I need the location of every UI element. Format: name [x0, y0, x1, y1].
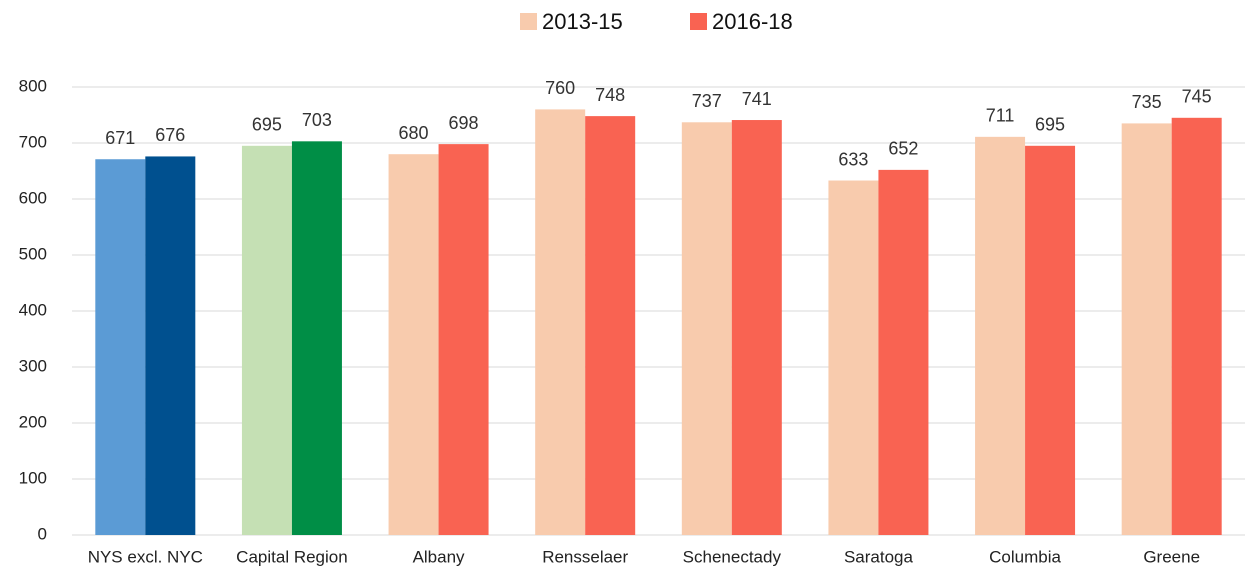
bar — [975, 136, 1026, 535]
bar — [388, 154, 439, 535]
bar — [681, 122, 732, 535]
y-tick-label: 400 — [19, 300, 47, 319]
y-tick-label: 300 — [19, 356, 47, 375]
data-label: 737 — [692, 91, 722, 111]
data-label: 745 — [1182, 87, 1212, 107]
legend-label: 2016-18 — [712, 9, 793, 34]
x-tick-label: Saratoga — [844, 547, 914, 566]
bar — [731, 120, 782, 535]
bar — [1171, 117, 1222, 536]
data-label: 652 — [888, 139, 918, 159]
data-label: 741 — [742, 89, 772, 109]
bar — [585, 116, 636, 536]
data-label: 735 — [1132, 92, 1162, 112]
data-label: 671 — [105, 128, 135, 148]
x-tick-label: Greene — [1143, 547, 1200, 566]
x-tick-label: Rensselaer — [542, 547, 628, 566]
data-label: 633 — [838, 149, 868, 169]
bar — [878, 169, 929, 535]
bar — [438, 144, 489, 535]
x-tick-label: Columbia — [989, 547, 1061, 566]
y-tick-label: 800 — [19, 76, 47, 95]
y-tick-label: 500 — [19, 244, 47, 263]
data-label: 698 — [449, 113, 479, 133]
y-tick-label: 700 — [19, 132, 47, 151]
y-tick-label: 600 — [19, 188, 47, 207]
bar — [1025, 145, 1076, 536]
data-label: 695 — [1035, 115, 1065, 135]
data-label: 711 — [986, 106, 1015, 126]
bar — [145, 156, 196, 535]
x-tick-label: NYS excl. NYC — [88, 547, 203, 566]
bar — [1121, 123, 1172, 536]
data-label: 695 — [252, 115, 282, 135]
legend-swatch — [520, 13, 537, 30]
data-label: 676 — [155, 125, 185, 145]
legend-swatch — [690, 13, 707, 30]
data-label: 703 — [302, 110, 332, 130]
data-label: 760 — [545, 78, 575, 98]
bar — [241, 145, 292, 536]
x-tick-label: Albany — [413, 547, 465, 566]
data-label: 680 — [399, 123, 429, 143]
bar — [291, 141, 342, 535]
bar — [535, 109, 586, 536]
legend-label: 2013-15 — [542, 9, 623, 34]
bar — [828, 180, 879, 535]
data-label: 748 — [595, 85, 625, 105]
x-tick-label: Schenectady — [683, 547, 782, 566]
y-tick-label: 100 — [19, 468, 47, 487]
x-tick-label: Capital Region — [236, 547, 348, 566]
y-tick-label: 200 — [19, 412, 47, 431]
y-tick-label: 0 — [38, 524, 47, 543]
bar — [95, 159, 146, 536]
